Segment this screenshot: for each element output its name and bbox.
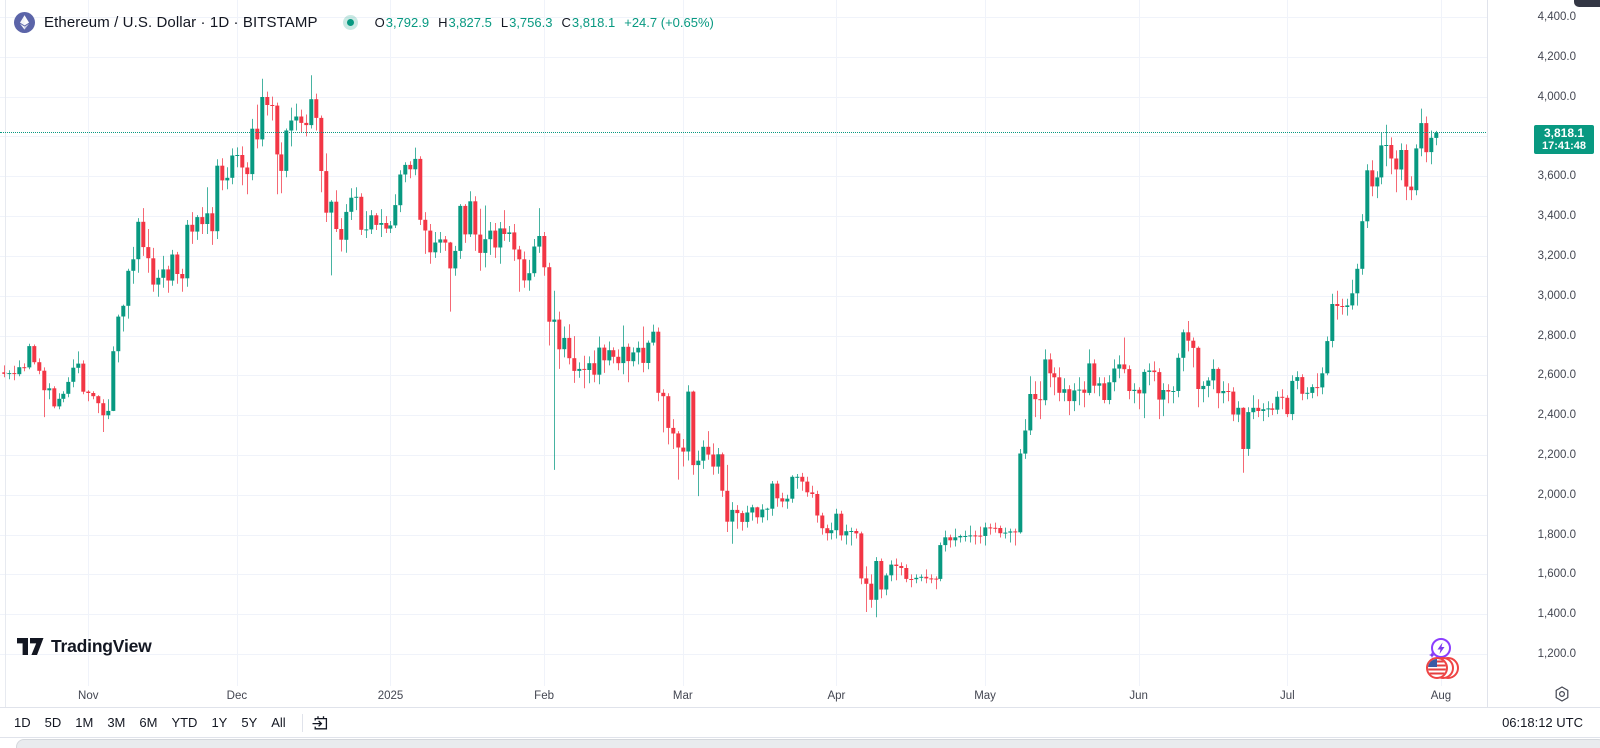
tradingview-logo-icon	[17, 638, 44, 655]
toolbar-top-divider	[0, 707, 1600, 708]
price-axis-label: 1,400.0	[1537, 608, 1576, 621]
price-axis-label: 2,800.0	[1537, 329, 1576, 342]
time-axis-label-may: May	[974, 690, 996, 702]
price-axis-label: 3,000.0	[1537, 289, 1576, 302]
ohlc-values: O 3,792.9 H 3,827.5 L 3,756.3 C 3,818.1 +24.…	[375, 15, 714, 30]
time-axis-label-dec: Dec	[226, 690, 248, 702]
go-to-date-icon[interactable]	[311, 714, 331, 732]
lightning-refresh-icon[interactable]	[1427, 636, 1453, 662]
close-value: 3,818.1	[571, 14, 616, 30]
price-axis-label: 2,000.0	[1537, 488, 1576, 501]
toolbar-bottom-divider	[0, 737, 1600, 738]
price-axis-label: 1,600.0	[1537, 568, 1576, 581]
range-5d-button[interactable]: 5D	[39, 711, 68, 734]
settings-gear-icon[interactable]	[1553, 685, 1571, 703]
bottom-toolbar: 1D 5D 1M 3M 6M YTD 1Y 5Y All 06:18:12 UTC	[0, 708, 1600, 737]
high-value: 3,827.5	[448, 14, 492, 30]
open-label: O	[374, 14, 385, 30]
price-axis-label: 1,200.0	[1537, 648, 1576, 660]
time-axis-label-feb: Feb	[534, 690, 555, 702]
price-axis-label: 4,400.0	[1537, 11, 1576, 23]
range-1m-button[interactable]: 1M	[69, 711, 99, 734]
low-label: L	[500, 14, 509, 30]
price-axis-label: 3,400.0	[1537, 210, 1576, 223]
range-6m-button[interactable]: 6M	[133, 711, 163, 734]
candlestick-chart[interactable]	[0, 0, 1487, 705]
time-axis-label-2025: 2025	[377, 690, 404, 702]
tradingview-logo[interactable]: TradingView	[17, 636, 152, 657]
toolbar-divider	[301, 713, 303, 732]
price-axis-label: 4,200.0	[1537, 50, 1576, 63]
time-axis-label-nov: Nov	[78, 690, 99, 702]
time-axis-label-jul: Jul	[1279, 690, 1295, 702]
left-border-line	[5, 0, 6, 737]
time-axis-label-aug: Aug	[1430, 690, 1452, 702]
range-5y-button[interactable]: 5Y	[235, 711, 263, 734]
low-value: 3,756.3	[509, 14, 553, 30]
price-axis-label: 4,000.0	[1537, 90, 1576, 103]
range-ytd-button[interactable]: YTD	[165, 711, 203, 734]
time-axis[interactable]: Nov Dec 2025 Feb Mar Apr May Jun Jul Aug	[0, 686, 1487, 707]
tradingview-logo-text: TradingView	[51, 636, 152, 656]
bottom-panel-edge	[16, 739, 1600, 748]
current-price-line	[0, 132, 1534, 133]
price-axis-label: 2,200.0	[1537, 448, 1576, 461]
time-axis-label-mar: Mar	[672, 690, 693, 702]
price-scale[interactable]: 4,400.0 4,200.0 4,000.0 3,600.0 3,400.0 3,200…	[1487, 0, 1600, 707]
change-value: +24.7 (+0.65%)	[624, 14, 714, 30]
date-range-buttons: 1D 5D 1M 3M 6M YTD 1Y 5Y All	[0, 711, 292, 734]
range-all-button[interactable]: All	[265, 711, 291, 734]
open-value: 3,792.9	[385, 14, 430, 30]
market-status-icon[interactable]	[342, 14, 358, 30]
usd-flag-stack-icon[interactable]	[1426, 656, 1460, 680]
price-axis-label: 3,600.0	[1537, 170, 1576, 183]
current-price-value: 3,818.1	[1543, 126, 1585, 140]
price-axis-label: 2,400.0	[1537, 409, 1576, 422]
price-axis-label: 3,200.0	[1537, 249, 1576, 262]
range-1y-button[interactable]: 1Y	[205, 711, 233, 734]
current-price-label: 3,818.1 17:41:48	[1534, 125, 1594, 154]
high-label: H	[438, 14, 448, 30]
browser-corner-fragment	[1574, 0, 1600, 7]
close-label: C	[561, 14, 571, 30]
range-3m-button[interactable]: 3M	[101, 711, 131, 734]
range-1d-button[interactable]: 1D	[8, 711, 37, 734]
time-axis-label-jun: Jun	[1129, 690, 1148, 702]
bar-countdown: 17:41:48	[1541, 140, 1587, 152]
ethereum-icon[interactable]	[14, 11, 35, 33]
time-axis-label-apr: Apr	[827, 690, 846, 702]
price-axis-label: 2,600.0	[1537, 369, 1576, 382]
timezone-clock[interactable]: 06:18:12 UTC	[1502, 715, 1583, 730]
symbol-header: Ethereum / U.S. Dollar · 1D · BITSTAMP O…	[14, 9, 714, 35]
symbol-title[interactable]: Ethereum / U.S. Dollar · 1D · BITSTAMP	[44, 13, 318, 31]
price-axis-label: 1,800.0	[1537, 528, 1576, 541]
